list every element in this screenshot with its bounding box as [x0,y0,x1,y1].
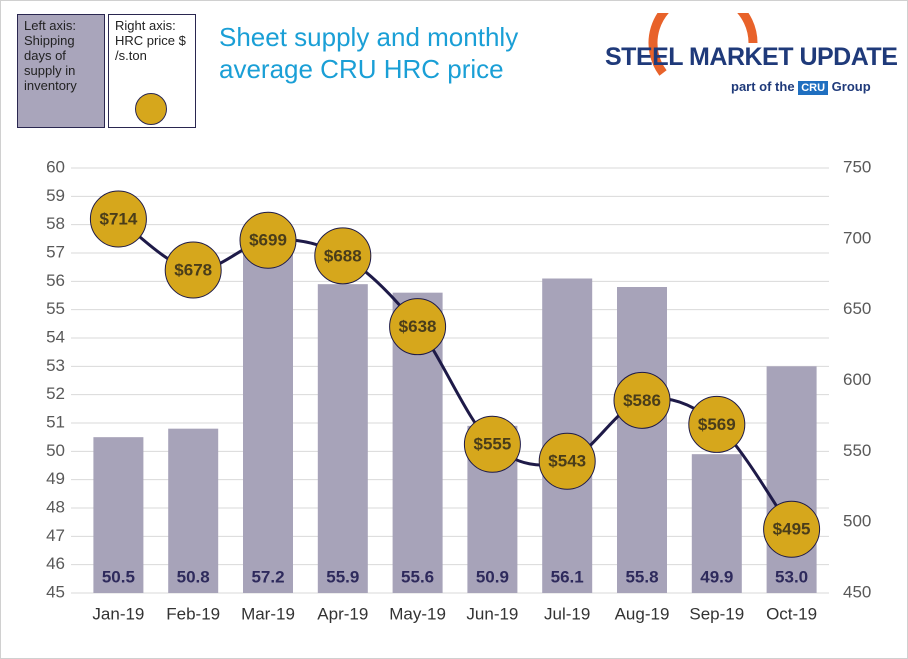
price-marker [538,432,596,490]
y2-tick-label: 650 [843,299,871,318]
x-tick-label: Oct-19 [766,604,817,623]
y-tick-label: 60 [46,157,65,176]
y-tick-label: 45 [46,582,65,601]
price-line [117,217,793,531]
y2-tick-label: 450 [843,582,871,601]
logo-badge: CRU [798,81,829,95]
y2-tick-label: 600 [843,370,871,389]
price-value-label: $714 [99,209,137,228]
bar-value-label: 56.1 [551,567,584,586]
y-tick-label: 57 [46,242,65,261]
price-value-label: $586 [623,391,661,410]
y-tick-label: 54 [46,327,65,346]
y2-tick-label: 700 [843,228,871,247]
y-tick-label: 53 [46,356,65,375]
x-tick-label: Sep-19 [689,604,744,623]
price-marker [763,500,821,558]
y-tick-label: 59 [46,186,65,205]
price-value-label: $699 [249,231,287,250]
price-marker [314,227,372,285]
bar-value-label: 50.5 [102,567,135,586]
bar [691,454,742,593]
price-value-label: $555 [473,435,511,454]
price-value-label: $678 [174,260,212,279]
price-marker [389,298,447,356]
price-marker [463,415,521,473]
price-marker [164,241,222,299]
x-tick-label: Feb-19 [166,604,220,623]
legend-bar: Left axis: Shipping days of supply in in… [17,14,105,128]
y-tick-label: 48 [46,497,65,516]
logo-swoosh [648,13,758,76]
bar [168,428,219,593]
x-tick-label: Jul-19 [544,604,590,623]
price-value-label: $569 [698,415,736,434]
x-tick-label: Mar-19 [241,604,295,623]
legend-line-label: Right axis: HRC price $ /s.ton [115,18,186,63]
logo: STEEL MARKET UPDATE part of the CRU Grou… [603,13,898,104]
price-marker [239,211,297,269]
price-marker [613,371,671,429]
legend-line: Right axis: HRC price $ /s.ton [108,14,196,128]
price-value-label: $495 [773,520,811,539]
chart-title: Sheet supply and monthly average CRU HRC… [219,22,519,84]
price-value-label: $543 [548,452,586,471]
logo-name: STEEL MARKET UPDATE [605,43,898,71]
logo-arc [648,13,758,76]
price-marker [688,395,746,453]
bar-value-label: 50.8 [177,567,210,586]
bar-value-label: 53.0 [775,567,808,586]
y-tick-label: 52 [46,384,65,403]
bar [317,284,368,593]
logo-tagline: part of the [731,79,795,94]
y2-tick-label: 750 [843,157,871,176]
bar-value-label: 49.9 [700,567,733,586]
x-tick-label: Aug-19 [615,604,670,623]
logo-group: Group [831,79,871,94]
bar-value-label: 55.8 [625,567,658,586]
bar [93,437,144,593]
y2-tick-label: 550 [843,441,871,460]
y2-tick-label: 500 [843,512,871,531]
x-tick-label: Apr-19 [317,604,368,623]
bar-value-label: 55.6 [401,567,434,586]
y-tick-label: 46 [46,554,65,573]
bar [243,247,293,594]
price-value-label: $688 [324,246,362,265]
bar [617,287,667,593]
y-tick-label: 55 [46,299,65,318]
price-value-label: $638 [399,317,437,336]
bar-value-label: 57.2 [251,567,284,586]
y-tick-label: 49 [46,469,65,488]
y-tick-label: 51 [46,412,65,431]
y-tick-label: 58 [46,214,65,233]
y-tick-label: 56 [46,271,65,290]
y-tick-label: 50 [46,441,65,460]
bar [766,366,817,593]
x-tick-label: May-19 [389,604,446,623]
x-tick-label: Jan-19 [92,604,144,623]
price-marker [89,190,147,248]
bar-value-label: 55.9 [326,567,359,586]
x-tick-label: Jun-19 [466,604,518,623]
legend-marker [135,93,167,125]
y-tick-label: 47 [46,526,65,545]
bar-value-label: 50.9 [476,567,509,586]
